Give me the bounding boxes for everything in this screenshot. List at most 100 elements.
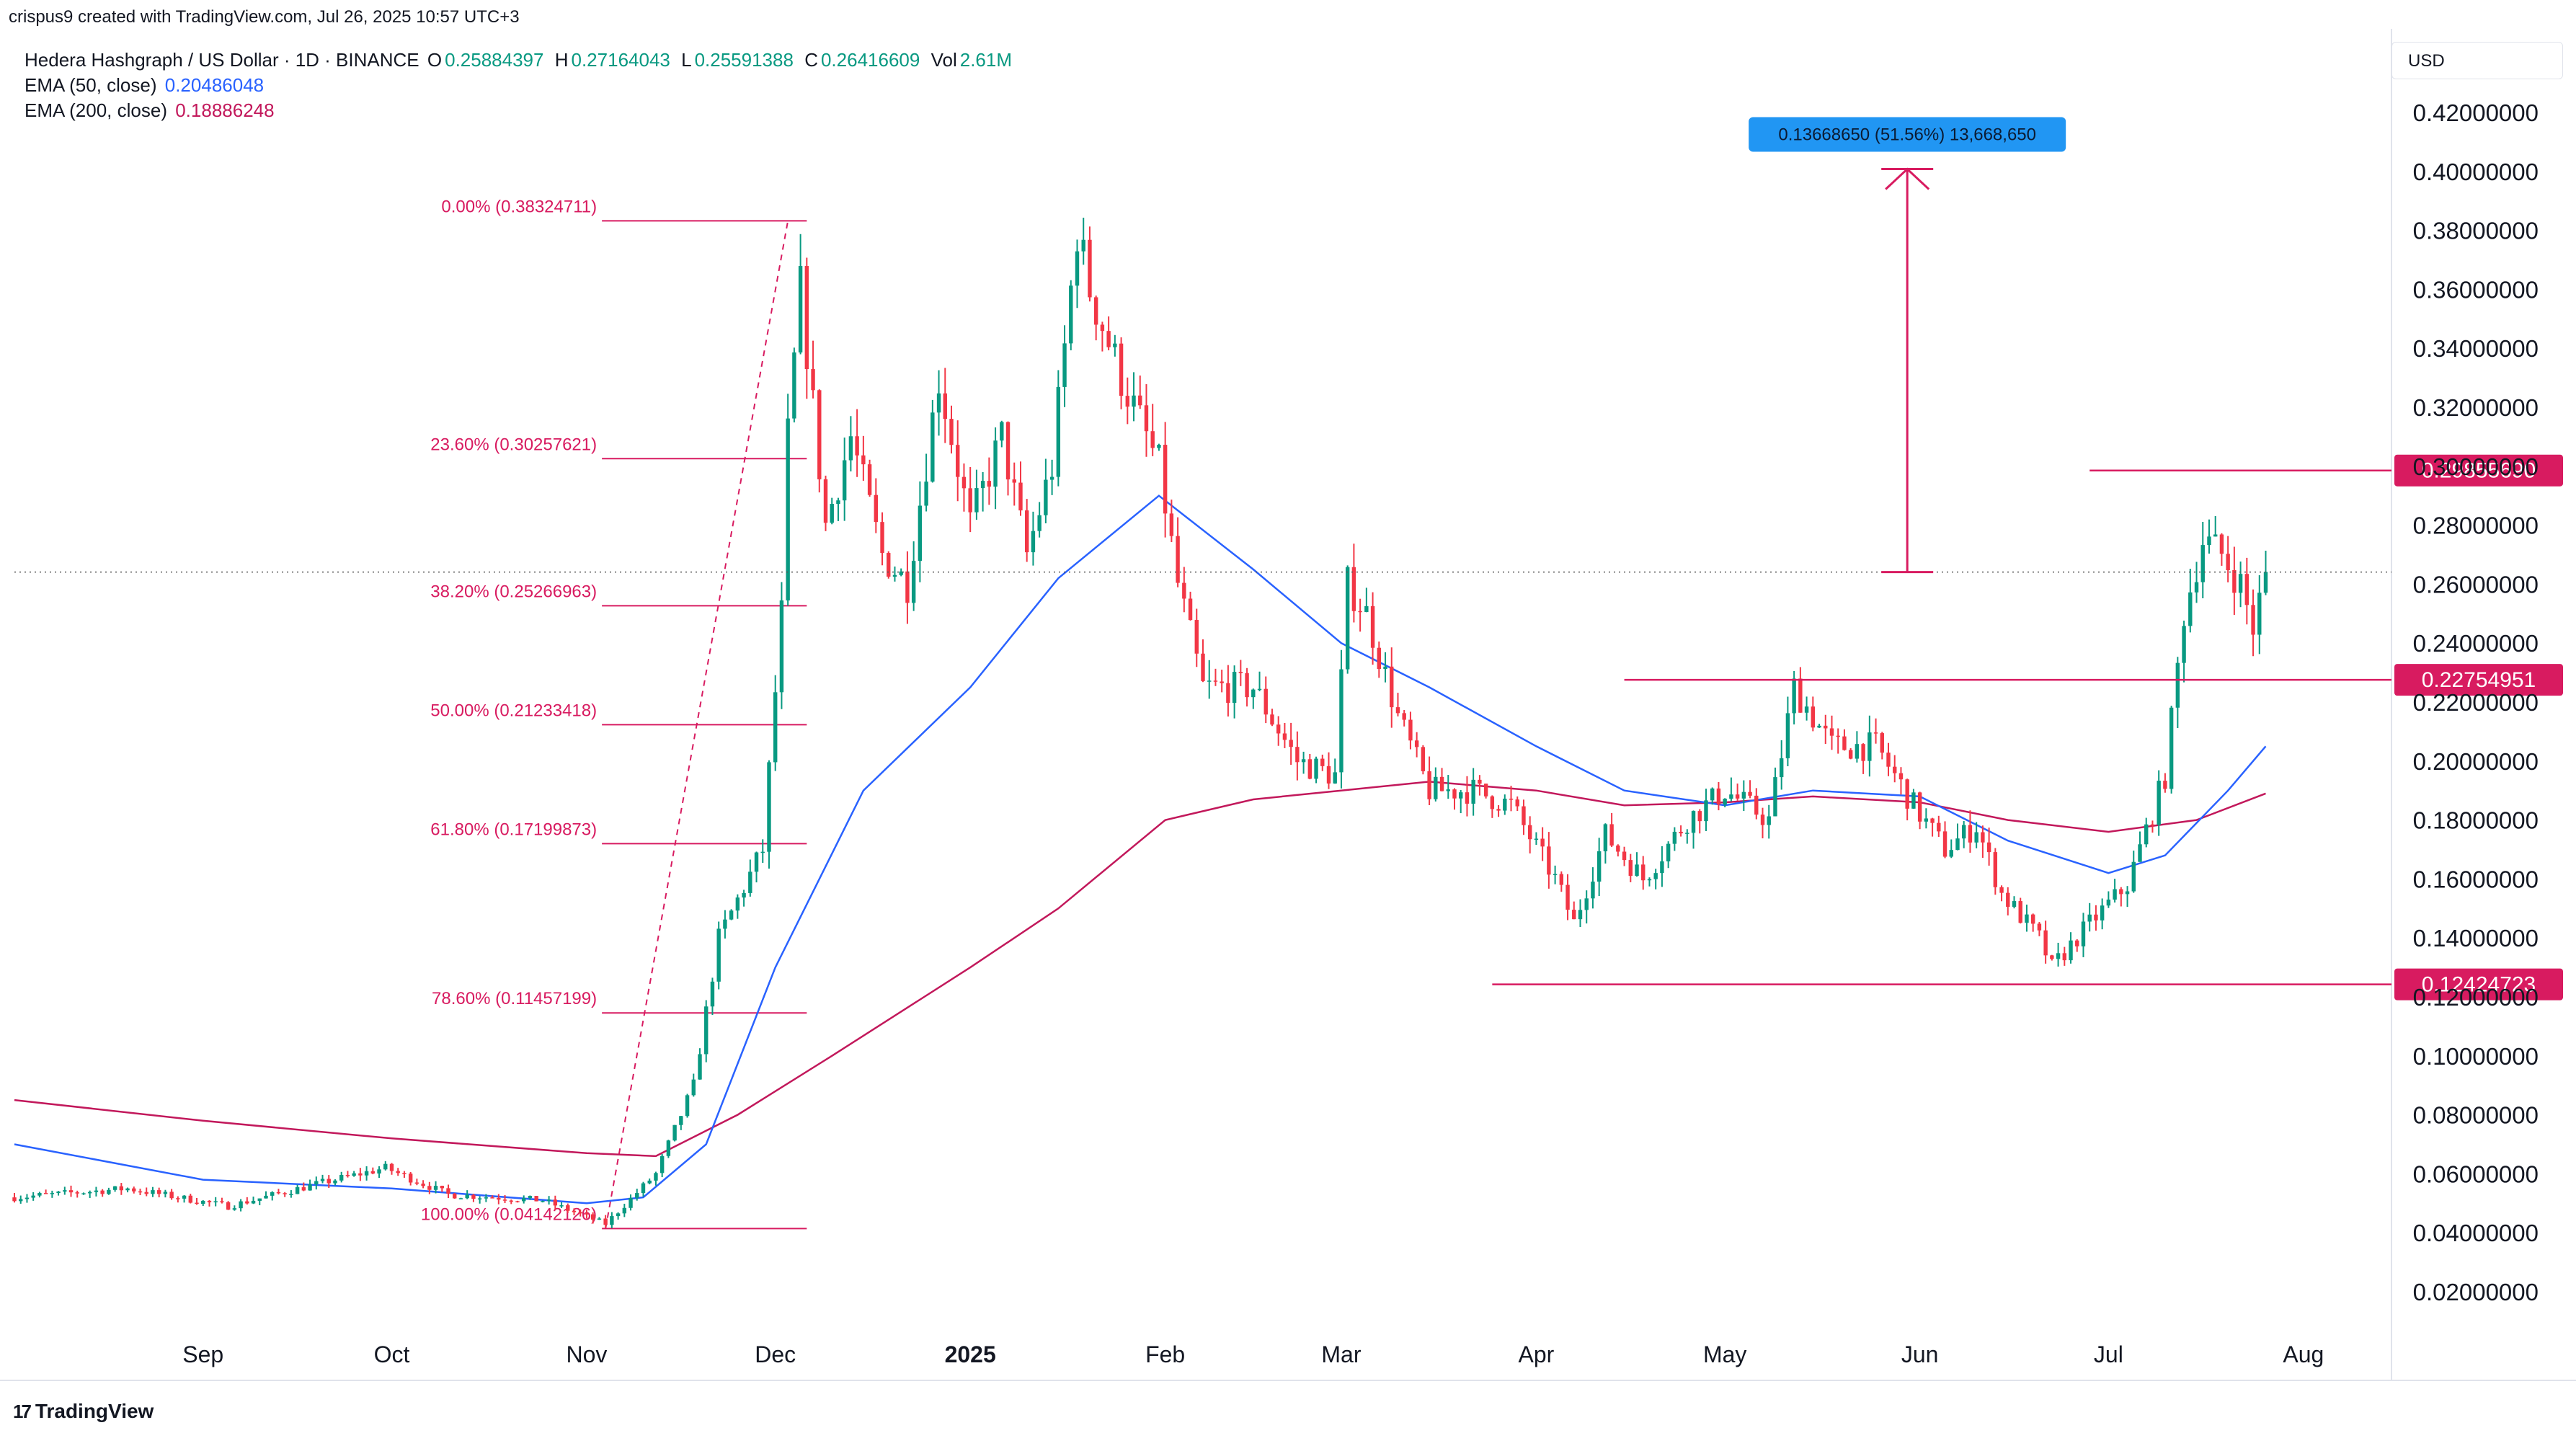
candle[interactable] — [1478, 775, 1482, 796]
candle[interactable] — [855, 409, 859, 477]
candle[interactable] — [1088, 226, 1092, 302]
candle[interactable] — [1842, 729, 1847, 751]
ema200-legend-row[interactable]: EMA (200, close) 0.18886248 — [25, 98, 1018, 123]
candle[interactable] — [1144, 383, 1149, 457]
candle[interactable] — [848, 416, 853, 472]
candle[interactable] — [1176, 517, 1180, 587]
candle[interactable] — [1962, 821, 1966, 848]
candle[interactable] — [1289, 722, 1293, 765]
candle[interactable] — [546, 1196, 551, 1205]
candle[interactable] — [1000, 420, 1004, 448]
candle[interactable] — [1785, 696, 1790, 766]
candle[interactable] — [1320, 754, 1325, 771]
candle[interactable] — [1553, 865, 1558, 884]
candle[interactable] — [188, 1194, 193, 1204]
candle[interactable] — [2138, 831, 2142, 862]
candle[interactable] — [50, 1190, 55, 1198]
candle[interactable] — [748, 859, 752, 897]
candle[interactable] — [1018, 461, 1023, 516]
candle[interactable] — [308, 1179, 312, 1191]
candle[interactable] — [502, 1195, 507, 1203]
candle[interactable] — [735, 894, 740, 919]
candle[interactable] — [2006, 887, 2010, 915]
candle[interactable] — [421, 1180, 425, 1189]
candle[interactable] — [1911, 789, 1916, 809]
candle[interactable] — [75, 1190, 79, 1198]
candle[interactable] — [1880, 732, 1884, 760]
candle[interactable] — [1402, 710, 1406, 727]
candle[interactable] — [918, 481, 923, 582]
candle[interactable] — [132, 1186, 136, 1194]
candle[interactable] — [339, 1171, 344, 1183]
candle[interactable] — [107, 1187, 111, 1195]
candle[interactable] — [2238, 562, 2243, 608]
candle[interactable] — [1345, 565, 1350, 674]
candle[interactable] — [1723, 798, 1727, 807]
candle[interactable] — [1226, 665, 1230, 717]
candle[interactable] — [2194, 562, 2199, 603]
candle[interactable] — [943, 368, 947, 443]
candle[interactable] — [1685, 829, 1689, 844]
candle[interactable] — [1408, 711, 1413, 750]
candle[interactable] — [402, 1171, 407, 1178]
candle[interactable] — [1974, 822, 1978, 848]
tradingview-branding[interactable]: 17 TradingView — [13, 1400, 154, 1423]
candle[interactable] — [2251, 589, 2255, 657]
candle[interactable] — [1358, 598, 1362, 632]
candle[interactable] — [19, 1195, 23, 1204]
candle[interactable] — [320, 1174, 325, 1184]
measure-label-box[interactable] — [1749, 117, 2066, 152]
candle[interactable] — [1653, 869, 1658, 889]
candle[interactable] — [716, 921, 721, 990]
candle[interactable] — [2182, 620, 2186, 683]
candle[interactable] — [364, 1166, 369, 1181]
candle[interactable] — [1100, 321, 1105, 352]
candle[interactable] — [383, 1161, 388, 1171]
candle[interactable] — [867, 459, 872, 497]
candle[interactable] — [1861, 743, 1865, 774]
candle[interactable] — [81, 1192, 86, 1195]
candle[interactable] — [861, 435, 866, 481]
candle[interactable] — [1138, 375, 1142, 409]
candle[interactable] — [232, 1205, 237, 1211]
candle[interactable] — [56, 1191, 61, 1196]
candle[interactable] — [1075, 239, 1080, 309]
candle[interactable] — [163, 1189, 168, 1198]
candle[interactable] — [729, 909, 734, 920]
candle[interactable] — [874, 478, 879, 533]
candle[interactable] — [2075, 939, 2079, 952]
ema50-line[interactable] — [14, 494, 2267, 1204]
candle[interactable] — [43, 1189, 48, 1194]
candle[interactable] — [1622, 846, 1627, 866]
candle[interactable] — [1949, 839, 1953, 859]
currency-selector[interactable]: USD — [2391, 42, 2563, 79]
candle[interactable] — [767, 760, 771, 869]
fib-trend-line[interactable] — [605, 221, 789, 1229]
candle[interactable] — [370, 1167, 376, 1175]
candle[interactable] — [1496, 805, 1501, 817]
candle[interactable] — [1276, 716, 1281, 746]
candle[interactable] — [974, 469, 979, 520]
candle[interactable] — [1804, 696, 1809, 721]
candle[interactable] — [1540, 827, 1545, 861]
candle[interactable] — [1093, 295, 1098, 341]
candle[interactable] — [1893, 755, 1897, 783]
candle[interactable] — [956, 420, 960, 502]
candle[interactable] — [1509, 786, 1514, 812]
candle[interactable] — [1641, 856, 1645, 890]
candle[interactable] — [515, 1200, 520, 1203]
candle[interactable] — [264, 1191, 268, 1199]
candle[interactable] — [1704, 789, 1708, 831]
candle[interactable] — [1150, 404, 1155, 456]
candle[interactable] — [1565, 874, 1570, 920]
candle[interactable] — [358, 1168, 363, 1181]
candle[interactable] — [779, 582, 784, 709]
candle[interactable] — [1295, 731, 1300, 781]
candle[interactable] — [213, 1197, 218, 1207]
candle[interactable] — [2119, 887, 2123, 907]
candle[interactable] — [1005, 421, 1011, 496]
candle[interactable] — [1635, 852, 1639, 877]
candle[interactable] — [169, 1189, 174, 1200]
candle[interactable] — [823, 475, 828, 531]
candle[interactable] — [1527, 816, 1532, 853]
